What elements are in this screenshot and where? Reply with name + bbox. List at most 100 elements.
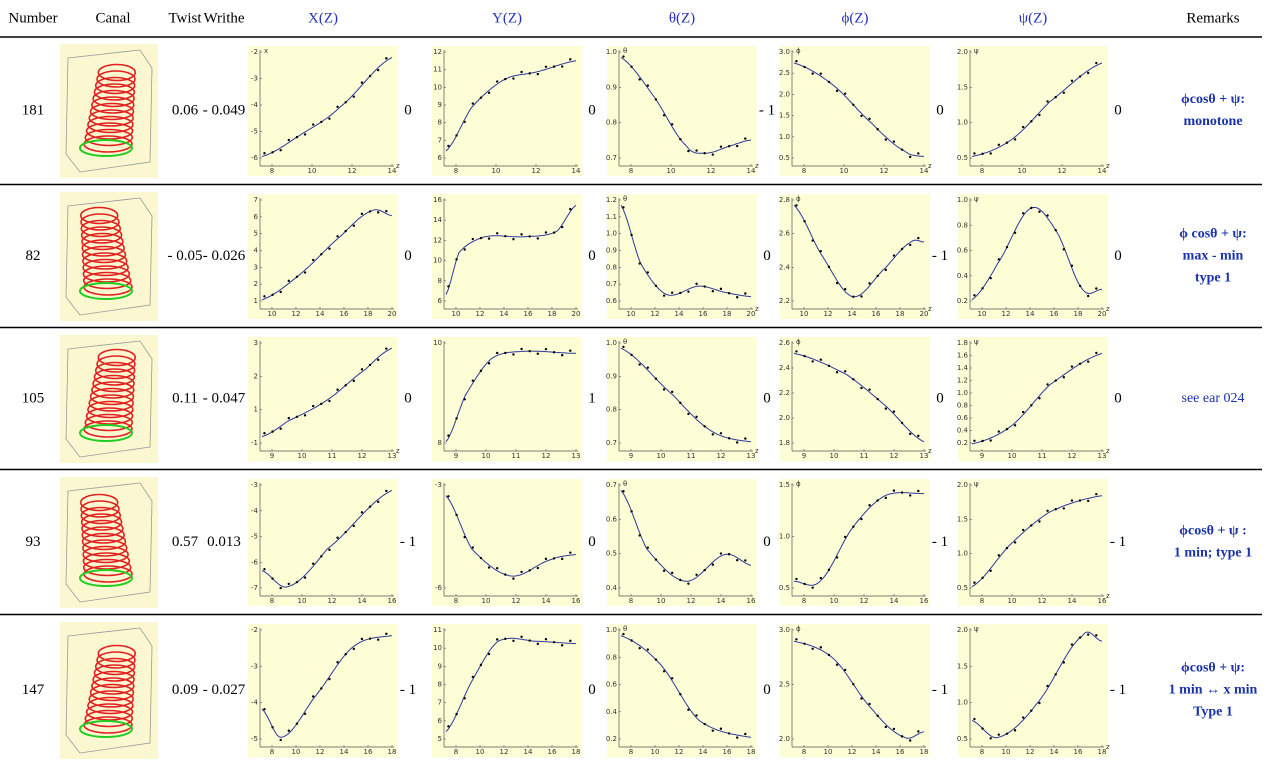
data-dot [312,405,314,407]
data-dot [545,558,547,560]
y-tick-label: 3.0 [779,626,790,634]
data-dot [353,225,355,227]
data-dot [1038,114,1040,116]
data-dot [852,683,854,685]
remark: Type 1 [1193,705,1233,720]
data-dot [703,152,705,154]
data-dot [1022,126,1024,128]
y-tick-label: -2 [251,626,258,634]
data-dot [385,210,387,212]
y-tick-label: 6 [254,213,259,221]
data-dot [736,145,738,147]
column-header: Y(Z) [492,10,522,26]
data-dot [447,285,449,287]
data-dot [909,244,911,246]
x-tick-label: 12 [348,167,357,175]
data-dot [496,567,498,569]
data-dot [304,133,306,135]
y-tick-label: 1.4 [957,364,969,372]
x-tick-label: 8 [980,597,984,605]
data-dot [353,648,355,650]
data-dot [981,727,983,729]
data-dot [876,128,878,130]
data-dot [844,92,846,94]
data-dot [279,149,281,151]
data-dot [828,365,830,367]
y-tick-label: 1.6 [957,352,969,360]
x-tick-label: 12 [1058,167,1067,175]
data-dot [844,536,846,538]
data-dot [377,501,379,503]
plot-bg [958,337,1108,461]
data-dot [736,441,738,443]
x-tick-label: 12 [675,748,684,756]
data-dot [795,60,797,62]
data-dot [1079,363,1081,365]
data-dot [537,237,539,239]
data-dot [679,138,681,140]
data-dot [1006,547,1008,549]
data-dot [488,566,490,568]
data-dot [622,633,624,635]
data-dot [1071,499,1073,501]
y-tick-label: 2.2 [779,297,790,305]
writhe: 0.013 [207,534,241,550]
data-dot [271,577,273,579]
data-dot [820,358,822,360]
x-tick-label: 18 [896,310,905,318]
x-tick-label: 12 [717,452,726,460]
data-dot [1071,365,1073,367]
x-tick-label: 14 [524,748,533,756]
x-tick-label: 14 [340,748,349,756]
x-tick-label: 14 [358,597,367,605]
x-tick-label: 10 [268,310,277,318]
y-tick-label: 2.0 [957,48,968,56]
data-dot [336,389,338,391]
x-tick-label: 8 [270,748,274,756]
data-dot [671,123,673,125]
data-dot [1087,500,1089,502]
data-dot [989,570,991,572]
data-dot [836,90,838,92]
writhe: - 0.047 [203,390,246,406]
sign-value: - 1 [1110,534,1126,550]
data-dot [312,563,314,565]
data-dot [463,536,465,538]
data-dot [860,387,862,389]
data-dot [512,353,514,355]
x-tick-label: 8 [629,167,633,175]
x-tick-label: 8 [980,167,984,175]
data-dot [728,553,730,555]
canal-image [60,192,158,321]
y-tick-label: 0.7 [606,439,617,447]
data-dot [622,206,624,208]
data-dot [1030,524,1032,526]
remark: see ear 024 [1182,391,1245,406]
sign-value: - 1 [932,682,948,698]
y-axis-label: θ [623,47,627,55]
y-tick-label: 7 [438,699,442,707]
y-tick-label: -3 [251,75,258,83]
y-tick-label: 0.8 [957,221,968,229]
data-dot [336,537,338,539]
y-tick-label: 3.0 [779,48,790,56]
data-dot [638,78,640,80]
y-tick-label: 1.0 [606,626,617,634]
data-dot [712,563,714,565]
data-dot [336,235,338,237]
y-tick-label: 7 [438,136,442,144]
data-dot [695,714,697,716]
data-dot [496,80,498,82]
y-tick-label: 7 [254,196,258,204]
data-dot [353,95,355,97]
writhe: - 0.049 [203,102,246,118]
data-dot [1087,360,1089,362]
x-tick-label: 18 [1074,310,1083,318]
data-dot [1046,685,1048,687]
x-tick-label: 10 [800,310,809,318]
y-tick-label: 3 [254,339,258,347]
data-dot [279,739,281,741]
y-tick-label: -3 [251,481,258,489]
x-tick-label: 16 [872,310,881,318]
x-axis-label: z [1106,447,1110,455]
